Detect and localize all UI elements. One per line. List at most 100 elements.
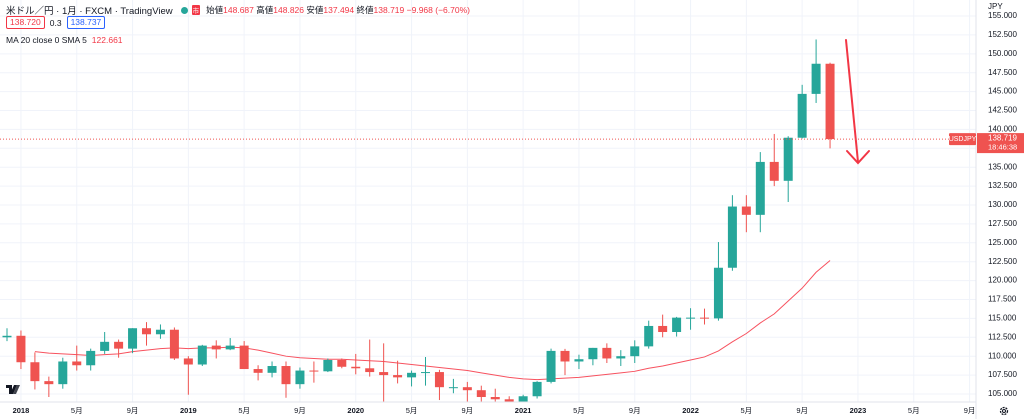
candle-body: [16, 335, 26, 363]
x-tick-label: 5月: [71, 406, 83, 415]
candle-body: [351, 366, 361, 369]
candle-body: [532, 381, 542, 397]
ohlc-value: 137.494: [323, 5, 355, 15]
y-tick-label: 105.000: [988, 389, 1017, 398]
candle-body: [337, 359, 347, 367]
candle-body: [727, 206, 737, 268]
candle-body: [379, 372, 389, 376]
candle-body: [86, 350, 96, 366]
spread: 0.3: [49, 17, 62, 28]
candle-body: [783, 137, 793, 181]
symbol-tag-label: USDJPY: [949, 136, 977, 143]
candle-body: [686, 317, 696, 319]
candle-body: [825, 63, 835, 140]
y-tick-label: 122.500: [988, 257, 1017, 266]
market-status: 市: [191, 5, 201, 15]
y-tick-label: 115.000: [988, 314, 1017, 323]
y-tick-label: 140.000: [988, 125, 1017, 134]
candle-body: [239, 345, 249, 370]
candle-body: [616, 356, 626, 359]
x-tick-label: 9月: [964, 406, 976, 415]
candle-body: [797, 93, 807, 138]
candle-body: [169, 329, 179, 359]
x-tick-label: 5月: [741, 406, 753, 415]
x-tick-label: 2022: [682, 406, 699, 415]
x-tick-label: 9月: [127, 406, 139, 415]
y-tick-label: 147.500: [988, 68, 1017, 77]
candle-body: [407, 372, 417, 378]
tradingview-logo[interactable]: [6, 385, 20, 394]
ohlc-label: 安値: [306, 5, 324, 15]
ohlc-label: 終値: [356, 5, 374, 15]
symbol-tag: [949, 133, 976, 146]
candle-body: [630, 346, 640, 357]
y-tick-label: 125.000: [988, 238, 1017, 247]
y-tick-label: 130.000: [988, 200, 1017, 209]
candle-body: [44, 381, 54, 385]
candle-body: [700, 317, 709, 319]
ohlc-value: 138.719: [373, 5, 405, 15]
grid: [0, 0, 976, 402]
candle-body: [741, 206, 751, 215]
candle-body: [197, 345, 207, 365]
annotation-arrow: [845, 39, 870, 165]
candle-body: [365, 368, 375, 373]
axes: 105.000 107.500 110.000 112.500 115.000 117.5…: [13, 11, 1018, 415]
quote-row: 138.720 0.3 138.737: [6, 16, 106, 29]
change: −9.968 (−6.70%): [406, 5, 470, 15]
bid-button[interactable]: 138.720: [6, 16, 45, 29]
y-tick-label: 150.000: [988, 49, 1017, 58]
candle-body: [448, 387, 458, 389]
candle-body: [58, 361, 68, 385]
price-tag-label: 138.719: [988, 134, 1017, 143]
candle-body: [602, 347, 612, 359]
candle-body: [504, 399, 514, 402]
candle-body: [128, 328, 138, 349]
candle-body: [644, 325, 654, 347]
candle-body: [811, 63, 821, 94]
candle-body: [253, 369, 263, 373]
ohlc-label: 始値: [206, 5, 224, 15]
y-tick-label: 127.500: [988, 219, 1017, 228]
x-tick-label: 2020: [347, 406, 364, 415]
indicator-value: 122.661: [91, 35, 123, 45]
candle-body: [560, 350, 570, 362]
candle-body: [155, 329, 165, 335]
candle-body: [114, 341, 124, 349]
y-tick-label: 132.500: [988, 181, 1017, 190]
ohlc-value: 148.687: [223, 5, 254, 15]
candle-body: [462, 387, 472, 391]
candle-body: [476, 390, 486, 398]
countdown: 18:46:38: [988, 143, 1017, 152]
candle-body: [30, 362, 40, 382]
y-tick-label: 112.500: [988, 332, 1017, 341]
settings-gear[interactable]: [999, 406, 1009, 416]
x-tick-label: 9月: [629, 406, 641, 415]
candle-body: [225, 345, 235, 350]
candle-body: [490, 397, 500, 400]
candle-body: [142, 328, 151, 335]
symbol-title[interactable]: 米ドル／円 · 1月 · FXCM · TradingView: [6, 6, 173, 17]
candle-body: [755, 161, 765, 215]
candle-body: [588, 347, 598, 360]
y-tick-label: 107.500: [988, 370, 1017, 379]
y-tick-label: 155.000: [988, 11, 1017, 20]
ask-button[interactable]: 138.737: [66, 16, 106, 29]
y-tick-label: 135.000: [988, 162, 1017, 171]
status-dot: [180, 6, 188, 14]
candle-body: [769, 161, 779, 181]
indicator-legend: MA 20 close 0 SMA 5 122.661: [6, 35, 123, 45]
candle-body: [658, 325, 668, 333]
candle-body: [393, 375, 403, 378]
x-tick-label: 5月: [406, 406, 418, 415]
indicator-name[interactable]: MA 20 close 0 SMA 5: [6, 35, 87, 45]
x-tick-label: 2018: [13, 406, 30, 415]
ohlc-label: 高値: [256, 5, 274, 15]
x-tick-label: 5月: [573, 406, 585, 415]
y-tick-label: 152.500: [988, 30, 1017, 39]
y-tick-label: 117.500: [988, 295, 1017, 304]
x-tick-label: 9月: [294, 406, 306, 415]
candle-body: [546, 350, 556, 382]
x-tick-label: 5月: [908, 406, 920, 415]
